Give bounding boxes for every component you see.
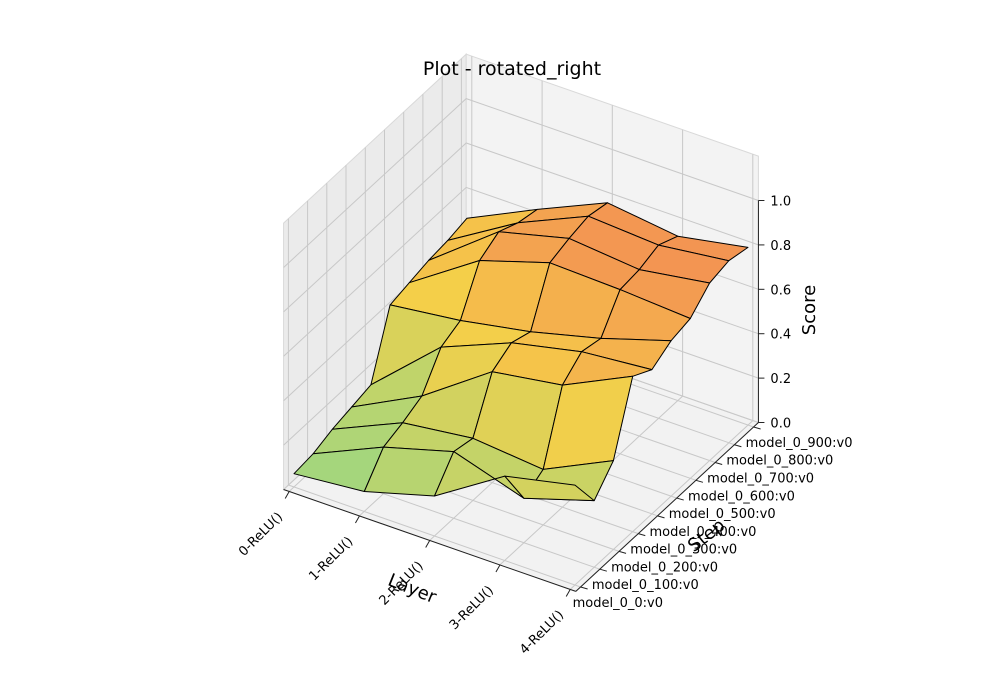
x-tick-mark bbox=[565, 589, 571, 597]
y-tick-label: model_0_900:v0 bbox=[746, 436, 853, 451]
z-tick-label: 0.8 bbox=[770, 239, 791, 254]
y-tick-label: model_0_700:v0 bbox=[707, 472, 814, 487]
y-tick-mark bbox=[580, 586, 588, 590]
y-tick-mark bbox=[618, 550, 627, 554]
y-axis-line bbox=[575, 422, 759, 592]
x-tick-mark bbox=[495, 564, 501, 573]
x-tick-mark bbox=[425, 540, 431, 548]
y-tick-label: model_0_100:v0 bbox=[592, 578, 699, 593]
x-tick-label: 1-ReLU() bbox=[306, 534, 356, 584]
y-tick-label: model_0_300:v0 bbox=[630, 543, 737, 558]
surface-mesh bbox=[293, 202, 749, 502]
x-tick-mark bbox=[284, 491, 290, 499]
z-tick-label: 0.0 bbox=[770, 417, 791, 432]
y-tick-label: model_0_400:v0 bbox=[650, 525, 757, 540]
y-tick-label: model_0_200:v0 bbox=[611, 560, 718, 575]
chart-title: Plot - rotated_right bbox=[423, 58, 601, 80]
z-tick-label: 0.4 bbox=[770, 328, 791, 343]
x-tick-label: 4-ReLU() bbox=[517, 608, 567, 658]
z-grid-line bbox=[283, 98, 759, 268]
y-tick-mark bbox=[599, 568, 607, 572]
x-tick-mark bbox=[355, 515, 360, 524]
z-axis-label: Score bbox=[799, 285, 820, 335]
y-tick-mark bbox=[657, 515, 665, 519]
surface-facet bbox=[504, 475, 595, 502]
z-tick-label: 0.6 bbox=[770, 283, 791, 298]
z-tick-label: 1.0 bbox=[770, 195, 791, 210]
y-tick-label: model_0_0:v0 bbox=[573, 596, 663, 611]
y-tick-mark bbox=[753, 426, 761, 430]
y-tick-mark bbox=[638, 533, 646, 537]
x-tick-label: 3-ReLU() bbox=[447, 583, 497, 633]
y-tick-mark bbox=[695, 479, 704, 483]
y-tick-mark bbox=[676, 497, 684, 501]
y-tick-mark bbox=[715, 462, 723, 465]
y-tick-label: model_0_800:v0 bbox=[726, 454, 833, 469]
tick-labels: 0-ReLU() 1-ReLU() 2-ReLU() 3-ReLU() 4-ReLU()… bbox=[236, 195, 852, 658]
x-tick-label: 0-ReLU() bbox=[236, 510, 286, 560]
z-grid-line bbox=[283, 142, 759, 313]
y-tick-label: model_0_600:v0 bbox=[688, 489, 795, 504]
y-tick-label: model_0_500:v0 bbox=[669, 507, 776, 522]
z-tick-label: 0.2 bbox=[770, 372, 791, 387]
y-tick-mark bbox=[734, 444, 742, 448]
